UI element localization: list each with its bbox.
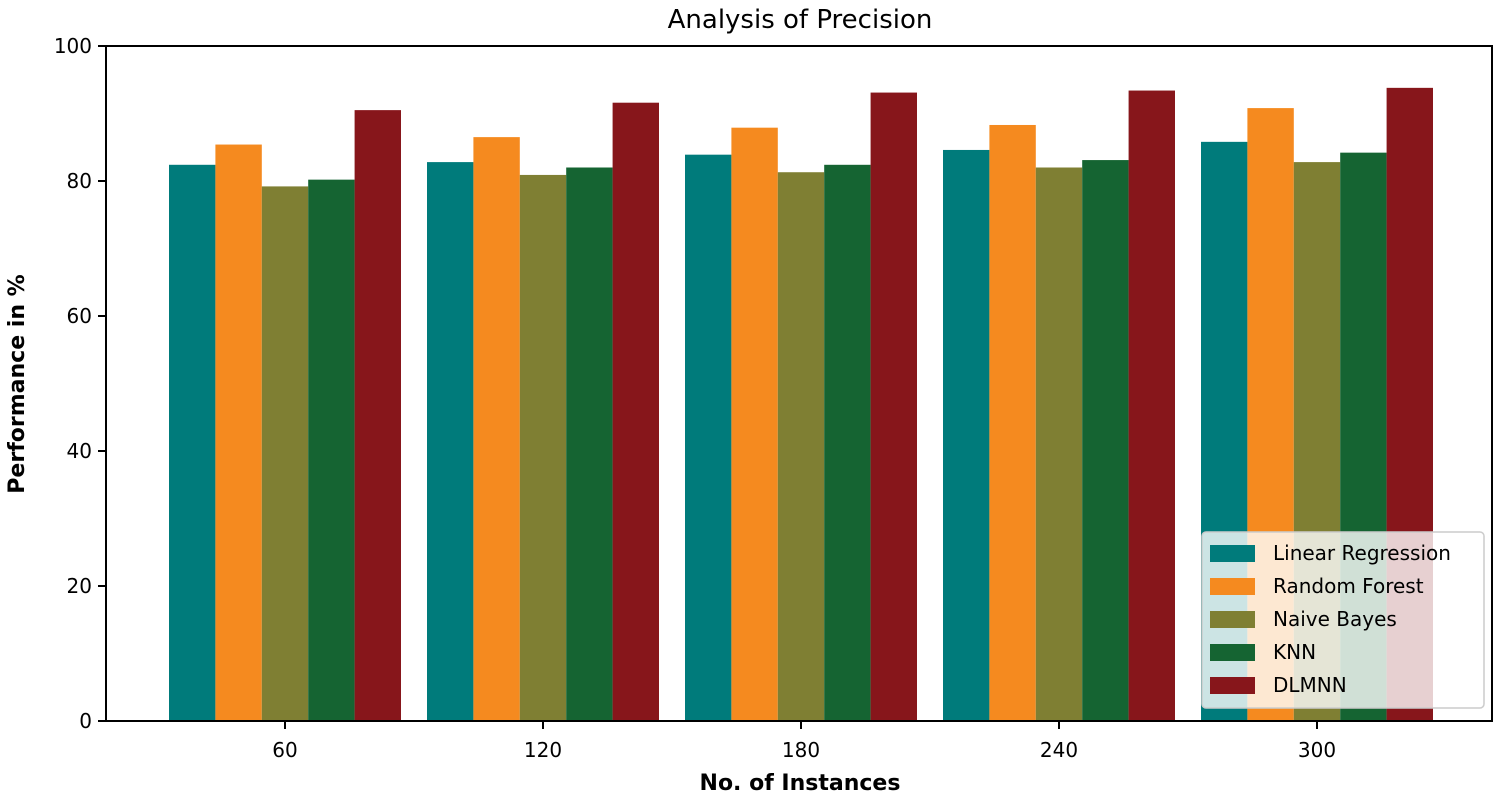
bar-knn-180 — [824, 164, 871, 722]
bar-dlmnn-120 — [612, 102, 659, 721]
bar-dlmnn-60 — [354, 110, 401, 721]
legend-label: Naive Bayes — [1273, 607, 1397, 631]
bar-linear-regression-180 — [685, 154, 732, 722]
legend: Linear Regression Random Forest Naive Baye… — [1201, 531, 1485, 709]
y-axis-ticks: 0 20 40 60 80 100 — [54, 34, 106, 733]
y-tick-label: 100 — [54, 34, 92, 58]
plot-frame — [105, 45, 1493, 722]
y-tick-label: 80 — [67, 169, 92, 193]
legend-label: Random Forest — [1273, 574, 1424, 598]
x-tick-label: 60 — [272, 738, 297, 762]
x-tick-label: 300 — [1298, 738, 1336, 762]
legend-label: KNN — [1273, 640, 1316, 664]
bar-random-forest-60 — [215, 144, 262, 722]
legend-swatch-random-forest — [1210, 578, 1255, 595]
bar-random-forest-120 — [473, 137, 520, 721]
x-axis-label: No. of Instances — [700, 771, 901, 796]
x-axis-ticks: 60 120 180 240 300 — [272, 721, 1336, 762]
bar-naive-bayes-180 — [777, 172, 825, 722]
x-tick-label: 180 — [782, 738, 820, 762]
chart-title: Analysis of Precision — [668, 5, 933, 35]
bar-knn-120 — [566, 167, 613, 721]
y-tick-label: 0 — [79, 709, 92, 733]
bar-naive-bayes-240 — [1035, 167, 1083, 721]
legend-swatch-dlmnn — [1210, 677, 1255, 694]
legend-swatch-linear-regression — [1210, 545, 1255, 562]
bar-linear-regression-120 — [427, 162, 474, 722]
legend-swatch-knn — [1210, 644, 1255, 661]
bar-knn-60 — [308, 179, 355, 721]
y-tick-label: 40 — [67, 439, 92, 463]
legend-label: DLMNN — [1273, 673, 1347, 697]
bar-knn-240 — [1082, 160, 1129, 721]
y-axis-label: Performance in % — [5, 274, 30, 493]
bar-naive-bayes-120 — [519, 174, 567, 722]
legend-label: Linear Regression — [1273, 541, 1451, 565]
y-tick-label: 20 — [67, 574, 92, 598]
bar-random-forest-240 — [989, 124, 1036, 722]
bar-naive-bayes-60 — [261, 186, 309, 721]
x-tick-label: 120 — [524, 738, 562, 762]
legend-box — [1201, 531, 1485, 709]
legend-swatch-naive-bayes — [1210, 611, 1255, 628]
bar-dlmnn-180 — [870, 92, 917, 721]
x-tick-label: 240 — [1040, 738, 1078, 762]
bar-linear-regression-240 — [943, 149, 990, 721]
y-tick-label: 60 — [67, 304, 92, 328]
bar-random-forest-180 — [731, 127, 778, 722]
bar-linear-regression-60 — [169, 164, 216, 722]
bar-dlmnn-240 — [1128, 90, 1175, 722]
